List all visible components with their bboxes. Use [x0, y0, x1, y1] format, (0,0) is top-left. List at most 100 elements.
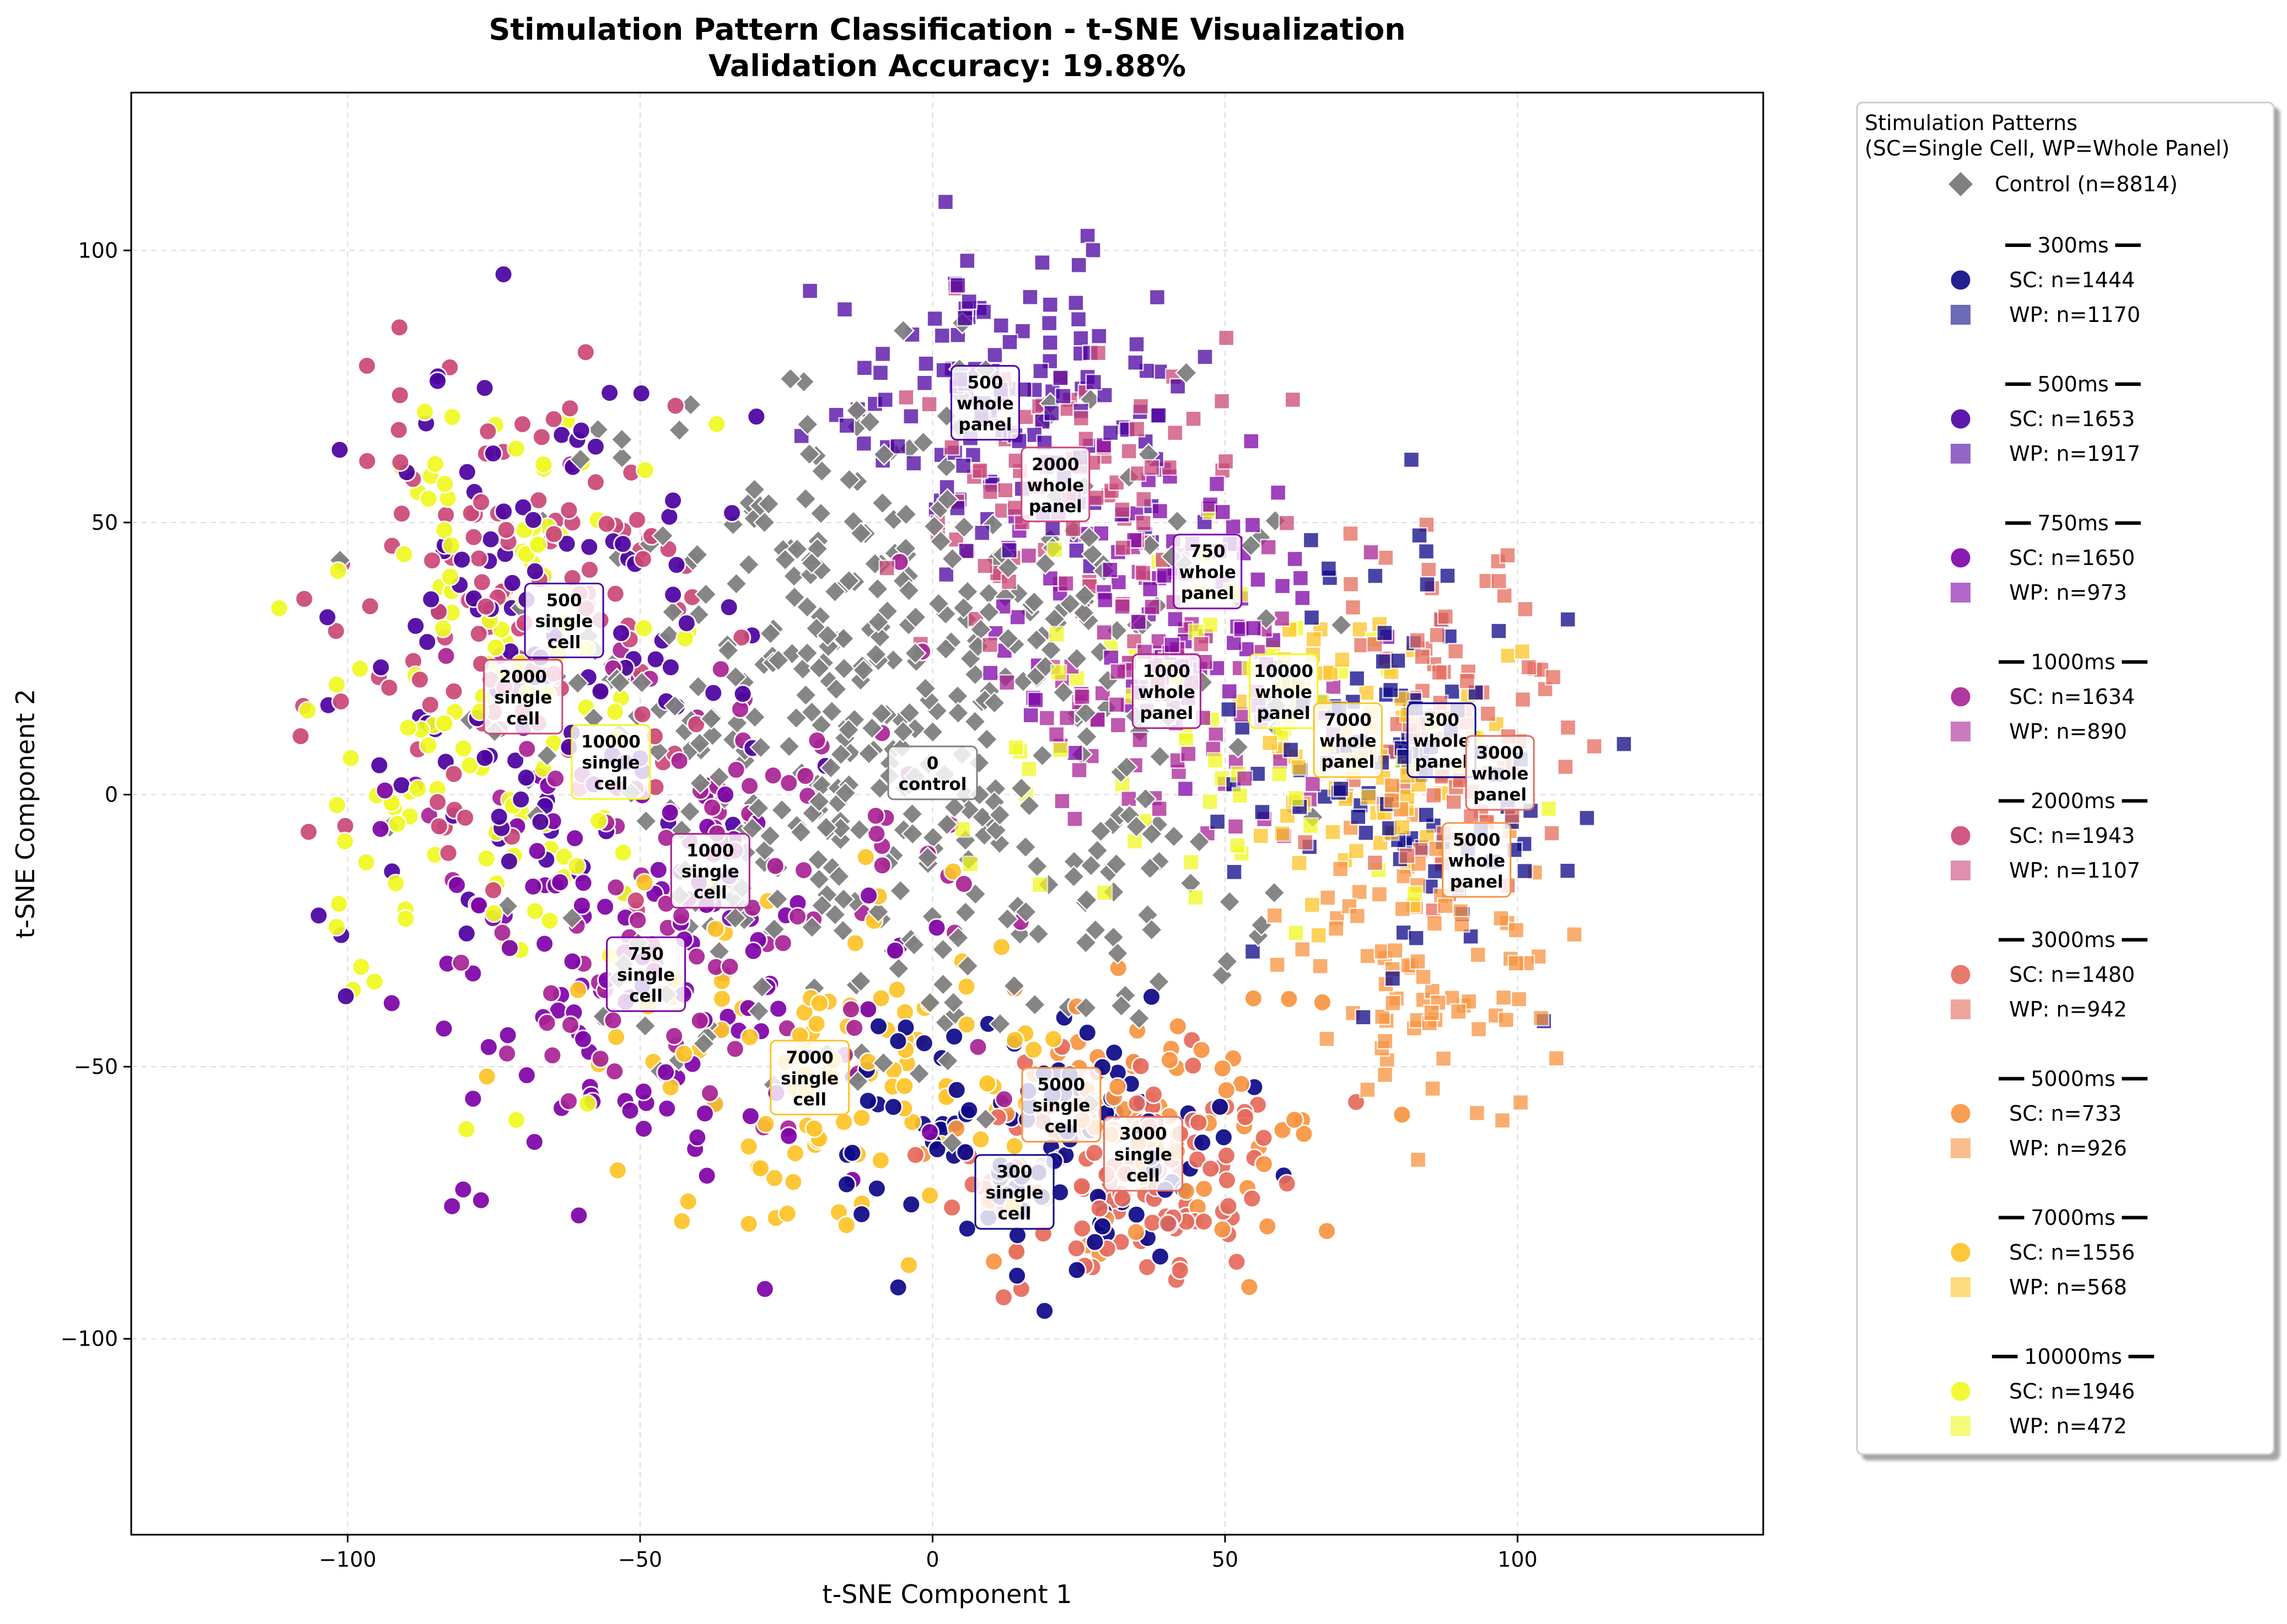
- point-square: [1126, 354, 1144, 371]
- point-square: [1409, 953, 1426, 970]
- point-circle: [1239, 1277, 1259, 1297]
- point-circle: [453, 1180, 473, 1200]
- point-diamond: [770, 798, 794, 822]
- point-circle: [511, 789, 531, 809]
- point-square: [981, 636, 998, 654]
- point-circle: [755, 1279, 775, 1299]
- legend-wp-label: WP: n=890: [2009, 719, 2127, 744]
- point-square: [981, 483, 999, 501]
- point-circle: [1127, 1094, 1147, 1114]
- point-square: [1414, 648, 1431, 665]
- point-circle: [1007, 1266, 1027, 1286]
- point-diamond: [867, 610, 890, 634]
- point-circle: [572, 896, 592, 916]
- point-square: [1120, 443, 1137, 460]
- y-tick-label: −100: [61, 1327, 118, 1351]
- point-circle: [494, 502, 514, 521]
- point-circle: [740, 1106, 760, 1126]
- point-circle: [725, 1039, 745, 1059]
- point-square: [1373, 1008, 1391, 1025]
- point-circle: [954, 874, 974, 894]
- point-diamond: [777, 735, 801, 758]
- point-circle: [836, 1215, 856, 1235]
- point-square: [1304, 775, 1322, 793]
- point-square: [1429, 626, 1446, 644]
- point-circle: [299, 822, 319, 842]
- point-circle: [469, 548, 488, 568]
- point-diamond: [935, 813, 959, 836]
- legend-group-header: ━━ 2000ms ━━: [1998, 789, 2148, 813]
- cluster-label-text: cell: [547, 633, 581, 653]
- point-diamond: [783, 585, 806, 609]
- point-square: [1490, 622, 1507, 639]
- point-square: [1449, 1003, 1467, 1020]
- point-square: [1185, 410, 1202, 427]
- point-diamond: [849, 521, 873, 545]
- point-circle: [871, 1150, 890, 1170]
- cluster-label-box: [770, 1040, 850, 1116]
- point-circle: [453, 739, 473, 759]
- point-circle: [573, 873, 593, 893]
- point-square: [1085, 241, 1102, 259]
- point-diamond: [816, 623, 839, 647]
- point-square: [916, 374, 933, 391]
- point-diamond: [814, 816, 838, 840]
- legend-sc-label: SC: n=1946: [2009, 1379, 2135, 1403]
- point-circle: [739, 1137, 759, 1157]
- point-diamond: [647, 739, 670, 763]
- point-circle: [269, 598, 289, 618]
- point-diamond: [740, 816, 764, 840]
- point-circle: [375, 781, 395, 800]
- point-square: [1355, 1008, 1372, 1026]
- point-square: [1342, 525, 1359, 542]
- point-circle: [469, 896, 489, 916]
- point-square: [1310, 927, 1327, 944]
- cluster-label-text: whole: [1179, 563, 1236, 583]
- point-circle: [872, 856, 892, 875]
- point-circle: [541, 983, 561, 1003]
- point-square: [1418, 542, 1435, 560]
- point-square: [926, 310, 943, 327]
- point-square: [1193, 636, 1210, 653]
- point-diamond: [737, 553, 760, 577]
- point-square: [1020, 547, 1038, 564]
- point-circle: [1137, 1257, 1157, 1277]
- point-diamond: [686, 675, 710, 698]
- point-circle: [634, 619, 654, 638]
- point-diamond: [688, 732, 711, 755]
- point-circle: [447, 875, 467, 895]
- cluster-label-text: 750: [1190, 542, 1226, 562]
- point-circle: [579, 537, 599, 557]
- point-square: [1377, 549, 1394, 567]
- cluster-label-text: whole: [1413, 732, 1470, 751]
- point-square: [1292, 569, 1309, 587]
- point-circle: [635, 460, 655, 480]
- point-diamond: [941, 547, 964, 571]
- point-circle: [586, 472, 605, 492]
- point-circle: [318, 607, 337, 627]
- point-square: [1052, 741, 1069, 759]
- point-circle: [1279, 989, 1299, 1009]
- point-circle: [434, 713, 454, 733]
- point-circle: [540, 911, 560, 931]
- point-square: [1135, 514, 1152, 531]
- point-circle: [657, 1099, 677, 1118]
- point-diamond: [903, 933, 926, 956]
- point-diamond: [766, 648, 790, 672]
- point-diamond: [1077, 526, 1101, 549]
- point-circle: [425, 454, 445, 474]
- legend-group: ━━ 10000ms ━━ SC: n=1946 WP: n=472: [1949, 1345, 2155, 1438]
- point-diamond: [1075, 725, 1098, 749]
- point-circle: [386, 873, 406, 893]
- x-tick-label: −50: [618, 1547, 662, 1572]
- point-square: [1038, 709, 1056, 727]
- point-diamond: [668, 418, 691, 442]
- point-diamond: [819, 756, 842, 779]
- legend-wp-marker: [1950, 998, 1972, 1020]
- point-diamond: [1026, 854, 1049, 878]
- point-circle: [927, 1139, 947, 1159]
- point-diamond: [956, 954, 979, 977]
- point-square: [1244, 517, 1261, 534]
- point-diamond: [831, 919, 855, 942]
- point-circle: [530, 812, 550, 832]
